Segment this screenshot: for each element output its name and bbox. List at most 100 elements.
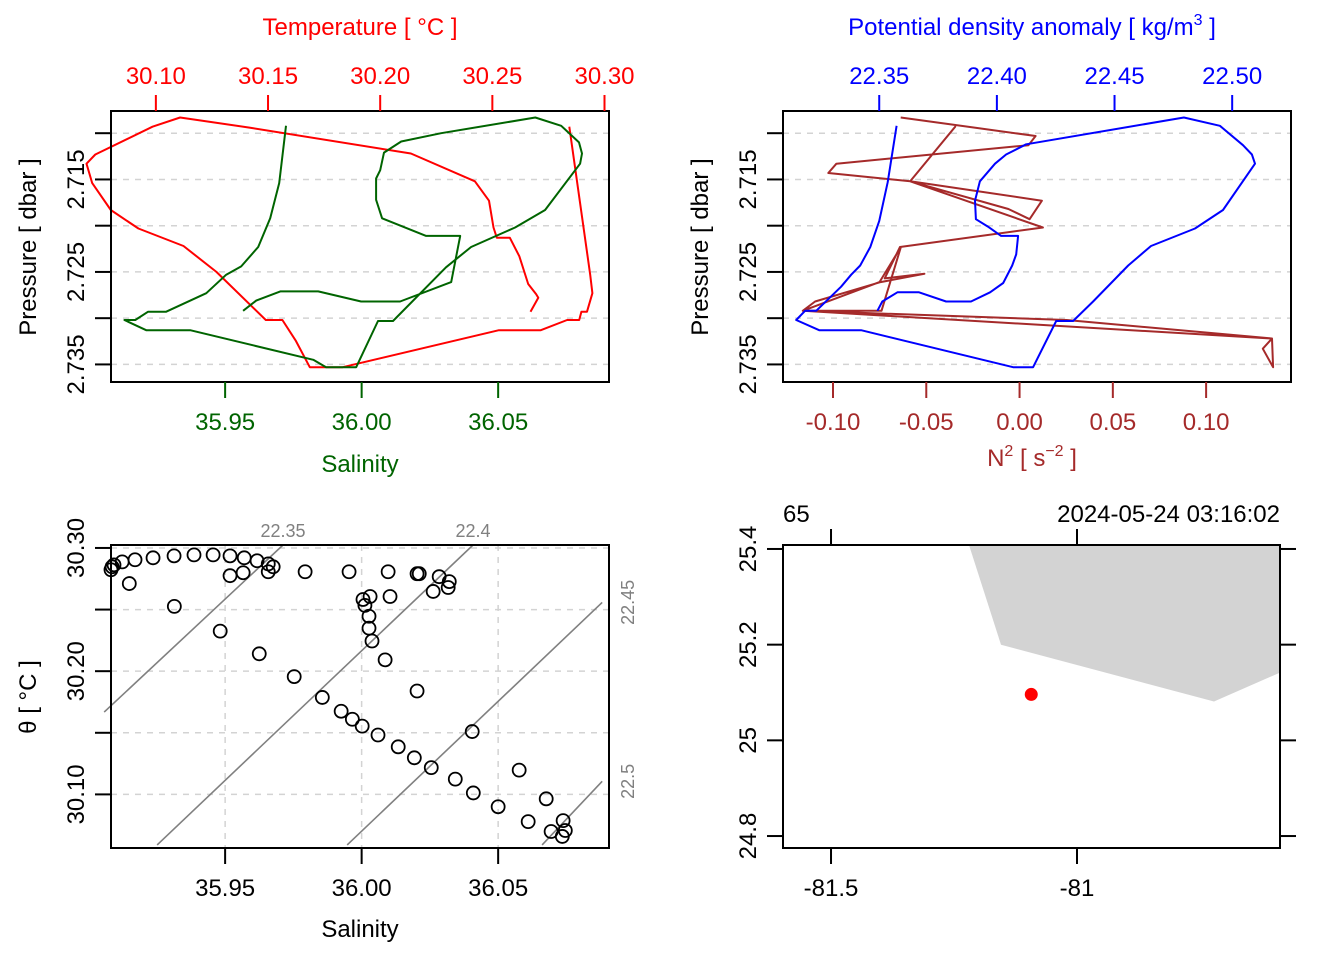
ts-point [205,547,221,563]
ts-point [236,550,252,566]
ts-point [354,718,370,734]
p2-frame [782,110,1292,383]
p2-bottom-title-mid: [ s [1013,445,1045,472]
ts-point [286,669,302,684]
ts-point [490,799,506,815]
ts-point [341,564,357,580]
ts-point [212,623,228,639]
p1-bottom-axis: 35.95 36.00 36.05 [195,382,528,436]
ts-point [370,727,386,743]
ts-point [364,633,380,649]
p2-left-axis: 2.715 2.725 2.735 [735,132,783,394]
ts-point [423,760,439,776]
p3-left-tick-label: 30.20 [63,641,90,701]
ts-point [440,580,456,595]
isopycnal-label: 22.45 [618,580,638,625]
ts-point [361,608,377,624]
p2-left-tick-label: 2.735 [735,334,762,394]
ts-point [511,762,527,778]
p3-x-axis-title: Salinity [321,916,398,943]
isopycnal-line [156,544,474,846]
ts-point [380,564,396,580]
p1-top-axis-title: Temperature [ °C ] [263,14,458,41]
ts-point [106,557,122,573]
p4-lon-tick-label: -81 [1060,875,1095,902]
p1-left-tick-label: 2.735 [63,334,90,394]
p1-bottom-axis-title: Salinity [321,451,398,478]
isopycnal-label: 22.35 [260,521,305,541]
p1-series [85,116,594,369]
p1-y-axis-title: Pressure [ dbar ] [15,158,42,335]
ts-point [361,620,377,636]
isopycnal-line [103,544,284,713]
ts-point [520,814,536,830]
p2-bottom-title-sup1: 2 [1004,443,1013,460]
p3-left-tick-label: 30.10 [63,764,90,824]
p1-bottom-tick-label: 35.95 [195,409,255,436]
land-polygon [969,545,1280,702]
ts-point [265,559,281,575]
p4-axes: -81.5 -81 24.8 25 25.2 25.4 [735,526,1296,902]
ts-point [166,598,182,614]
p2-top-tick-label: 22.35 [849,63,909,90]
p2-series [795,116,1275,369]
p4-lon-tick-label: -81.5 [804,875,859,902]
ts-point [297,564,313,580]
ts-point [377,652,393,668]
ts-point [409,683,425,699]
ts-point [186,547,202,563]
ts-point [333,703,349,719]
panel-ts-diagram: 22.35 22.4 22.45 22.5 35.95 36.00 36.05 30.10… [15,518,638,943]
salinity-line [123,116,583,369]
ts-point [390,739,406,755]
ts-point [166,548,182,564]
p3-bottom-axis: 35.95 36.00 36.05 [195,848,528,902]
p2-top-axis-title-end: ] [1203,14,1216,41]
p2-top-tick-label: 22.50 [1202,63,1262,90]
p2-bottom-title-sup2: −2 [1045,443,1063,460]
p2-top-axis-title-sup: 3 [1194,12,1203,29]
p2-top-axis: 22.35 22.40 22.45 22.50 [849,63,1262,111]
p2-left-tick-label: 2.725 [735,242,762,302]
ts-point [555,813,571,829]
p4-frame [782,544,1281,849]
station-id-label: 65 [783,501,810,528]
p1-top-tick-label: 30.15 [238,63,298,90]
p1-top-axis: 30.10 30.15 30.20 30.25 30.30 [126,63,635,111]
p4-lat-tick-label: 25.2 [735,621,762,668]
panel-ts-profile: 30.10 30.15 30.20 30.25 30.30 35.95 36.00 36.0… [15,14,635,478]
p2-bottom-tick-label: -0.10 [806,409,861,436]
ts-point [538,791,554,807]
p1-left-axis: 2.715 2.725 2.735 [63,132,111,394]
p1-top-tick-label: 30.25 [462,63,522,90]
p2-bottom-tick-label: 0.00 [996,409,1043,436]
ts-point [222,568,238,584]
ts-point [344,711,360,727]
p2-bottom-title-n: N [987,445,1004,472]
p2-top-tick-label: 22.45 [1084,63,1144,90]
p3-frame [110,544,610,849]
ts-point [114,554,130,570]
p1-top-tick-label: 30.10 [126,63,186,90]
p3-left-tick-label: 30.30 [63,518,90,578]
ts-point [235,565,251,581]
ts-point [465,785,481,801]
p4-lat-tick-label: 24.8 [735,813,762,860]
station-marker[interactable] [1024,687,1038,701]
panel-density-profile: 22.35 22.40 22.45 22.50 -0.10 -0.05 0.00 0.05 0… [687,12,1292,472]
p3-grid [111,545,609,848]
p2-bottom-tick-label: 0.10 [1183,409,1230,436]
panel-map: -81.5 -81 24.8 25 25.2 25.4 65 2024-05-24 03:… [735,501,1296,902]
p2-bottom-axis: -0.10 -0.05 0.00 0.05 0.10 [806,382,1230,436]
ts-point [464,724,480,739]
p3-points [103,547,573,844]
density-line [795,116,1256,369]
p1-frame [110,110,610,383]
p4-lat-tick-label: 25.4 [735,526,762,573]
ts-point [406,750,422,766]
p3-bottom-tick-label: 36.00 [332,875,392,902]
ts-point [260,564,276,580]
p2-bottom-tick-label: -0.05 [899,409,954,436]
ts-point [222,548,238,564]
